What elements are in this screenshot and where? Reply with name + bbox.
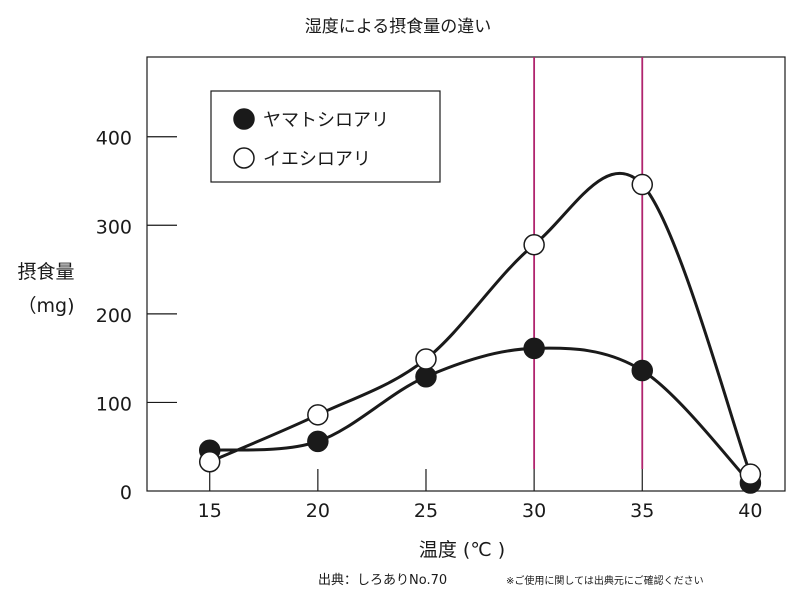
y-tick-label-300: 300 bbox=[96, 216, 132, 238]
x-tick-label-40: 40 bbox=[738, 500, 762, 522]
legend: ヤマトシロアリ イエシロアリ bbox=[210, 90, 441, 183]
legend-label-yamato: ヤマトシロアリ bbox=[263, 110, 389, 131]
legend-marker-filled bbox=[233, 108, 255, 130]
point-yamato-35 bbox=[631, 359, 654, 382]
legend-label-ieshiro: イエシロアリ bbox=[263, 149, 371, 170]
y-axis-unit: （mg) bbox=[18, 295, 75, 317]
point-yamato-20 bbox=[307, 430, 329, 453]
x-tick-label-35: 35 bbox=[630, 500, 654, 522]
series-layer bbox=[198, 171, 762, 494]
source-note: 出典：しろありNo.70 bbox=[318, 573, 447, 588]
point-ieshiro-20 bbox=[307, 404, 329, 426]
point-ieshiro-35 bbox=[631, 173, 654, 196]
permission-note: ※ご使用に関しては出典元にご確認ください bbox=[506, 574, 704, 587]
y-axis-label: 摂食量 bbox=[17, 261, 74, 283]
y-tick-label-400: 400 bbox=[96, 128, 132, 150]
y-axis: 0 100 200 300 400 bbox=[96, 128, 177, 504]
legend-marker-open bbox=[233, 147, 255, 169]
point-ieshiro-15 bbox=[198, 451, 221, 473]
series-line-yamato bbox=[209, 346, 752, 485]
plot-frame bbox=[146, 56, 786, 492]
x-tick-label-15: 15 bbox=[198, 500, 222, 522]
chart-title: 湿度による摂食量の違い bbox=[305, 17, 492, 37]
point-ieshiro-25 bbox=[415, 348, 437, 370]
y-tick-label-200: 200 bbox=[96, 305, 132, 327]
x-tick-label-20: 20 bbox=[306, 500, 330, 522]
guide-lines bbox=[533, 57, 644, 469]
x-tick-label-25: 25 bbox=[414, 500, 438, 522]
y-tick-label-100: 100 bbox=[96, 393, 132, 415]
point-ieshiro-30 bbox=[523, 234, 545, 256]
series-line-ieshiro bbox=[209, 171, 752, 475]
point-ieshiro-40 bbox=[739, 463, 762, 485]
y-tick-label-0: 0 bbox=[120, 482, 132, 504]
x-tick-label-30: 30 bbox=[522, 500, 546, 522]
point-yamato-30 bbox=[523, 337, 545, 360]
x-axis-label: 温度 (℃ ) bbox=[419, 539, 505, 561]
x-axis: 15 20 25 30 35 40 bbox=[198, 469, 762, 522]
